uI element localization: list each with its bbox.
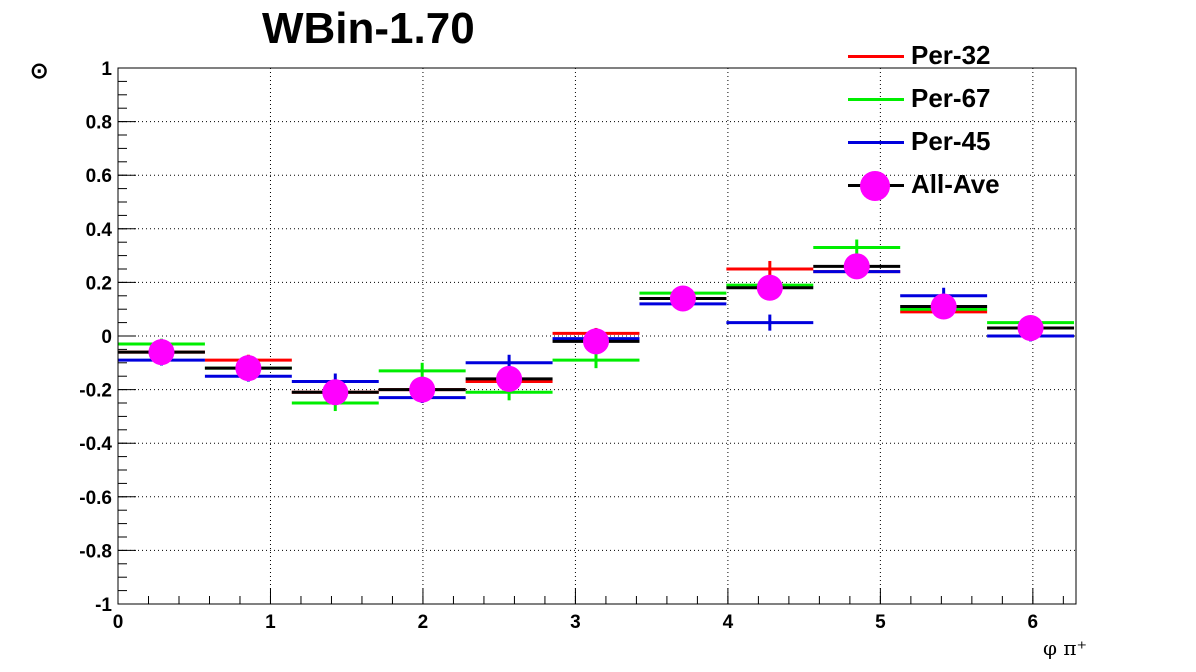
y-tick-label-0-6: -0.6 bbox=[79, 488, 112, 509]
x-tick-label-6: 6 bbox=[1028, 612, 1039, 633]
marker-all-ave-5 bbox=[583, 328, 610, 355]
legend-swatch-per-32 bbox=[848, 55, 904, 58]
marker-all-ave-4 bbox=[496, 365, 523, 392]
legend-swatch-per-45 bbox=[848, 141, 904, 144]
legend-label-per-45: Per-45 bbox=[911, 126, 991, 156]
marker-all-ave-6 bbox=[669, 285, 696, 312]
tick-labels: 0 1 2 3 4 5 6 -1 -0.8 -0.6 -0.4 -0.2 0 0.2 0.4 0.6 0.8 1 bbox=[79, 59, 1038, 633]
y-tick-label-0: 0 bbox=[101, 327, 112, 348]
y-tick-label-0-8: 0.8 bbox=[86, 113, 112, 134]
x-tick-label-5: 5 bbox=[875, 612, 886, 633]
marker-all-ave-7 bbox=[756, 274, 783, 301]
y-tick-label-0-2: -0.2 bbox=[79, 381, 112, 402]
legend-entry-per-67: Per-67 bbox=[845, 81, 1065, 124]
series-layer bbox=[118, 239, 1075, 412]
markers-layer bbox=[148, 253, 1044, 406]
chart-title: WBin-1.70 bbox=[262, 4, 475, 53]
y-tick-label-0-4: -0.4 bbox=[79, 434, 112, 455]
marker-all-ave-9 bbox=[930, 293, 957, 320]
legend-entry-per-32: Per-32 bbox=[845, 38, 1065, 81]
legend-label-per-67: Per-67 bbox=[911, 83, 991, 113]
legend-entry-per-45: Per-45 bbox=[845, 124, 1065, 167]
y-tick-label-0-6: 0.6 bbox=[86, 166, 112, 187]
x-tick-label-0: 0 bbox=[113, 612, 124, 633]
marker-all-ave-0 bbox=[148, 339, 175, 366]
x-tick-label-1: 1 bbox=[265, 612, 276, 633]
marker-all-ave-3 bbox=[409, 376, 436, 403]
plot-frame bbox=[117, 67, 1077, 605]
marker-all-ave-2 bbox=[322, 379, 349, 406]
legend-label-per-32: Per-32 bbox=[911, 40, 991, 70]
marker-all-ave-8 bbox=[843, 253, 870, 280]
y-tick-label-0-8: -0.8 bbox=[79, 541, 112, 562]
axis-ticks bbox=[117, 67, 1064, 605]
x-axis-label: φ π⁺ bbox=[1043, 636, 1088, 660]
legend: Per-32 Per-67 Per-45 All-Ave bbox=[845, 38, 1065, 210]
x-tick-label-4: 4 bbox=[723, 612, 734, 633]
marker-all-ave-1 bbox=[235, 355, 262, 382]
y-tick-label-1: 1 bbox=[101, 59, 112, 80]
marker-all-ave-10 bbox=[1017, 314, 1044, 341]
x-tick-label-3: 3 bbox=[570, 612, 581, 633]
legend-marker-all-ave bbox=[860, 171, 890, 201]
y-axis-label: ⊙ bbox=[30, 58, 49, 83]
legend-swatch-per-67 bbox=[848, 98, 904, 101]
legend-label-all-ave: All-Ave bbox=[911, 169, 1000, 199]
y-tick-label-0-2: 0.2 bbox=[86, 273, 112, 294]
y-tick-label-1: -1 bbox=[95, 595, 112, 616]
legend-entry-all-ave: All-Ave bbox=[845, 167, 1065, 210]
y-tick-label-0-4: 0.4 bbox=[86, 220, 113, 241]
series-per-67 bbox=[118, 239, 1075, 412]
x-tick-label-2: 2 bbox=[418, 612, 429, 633]
